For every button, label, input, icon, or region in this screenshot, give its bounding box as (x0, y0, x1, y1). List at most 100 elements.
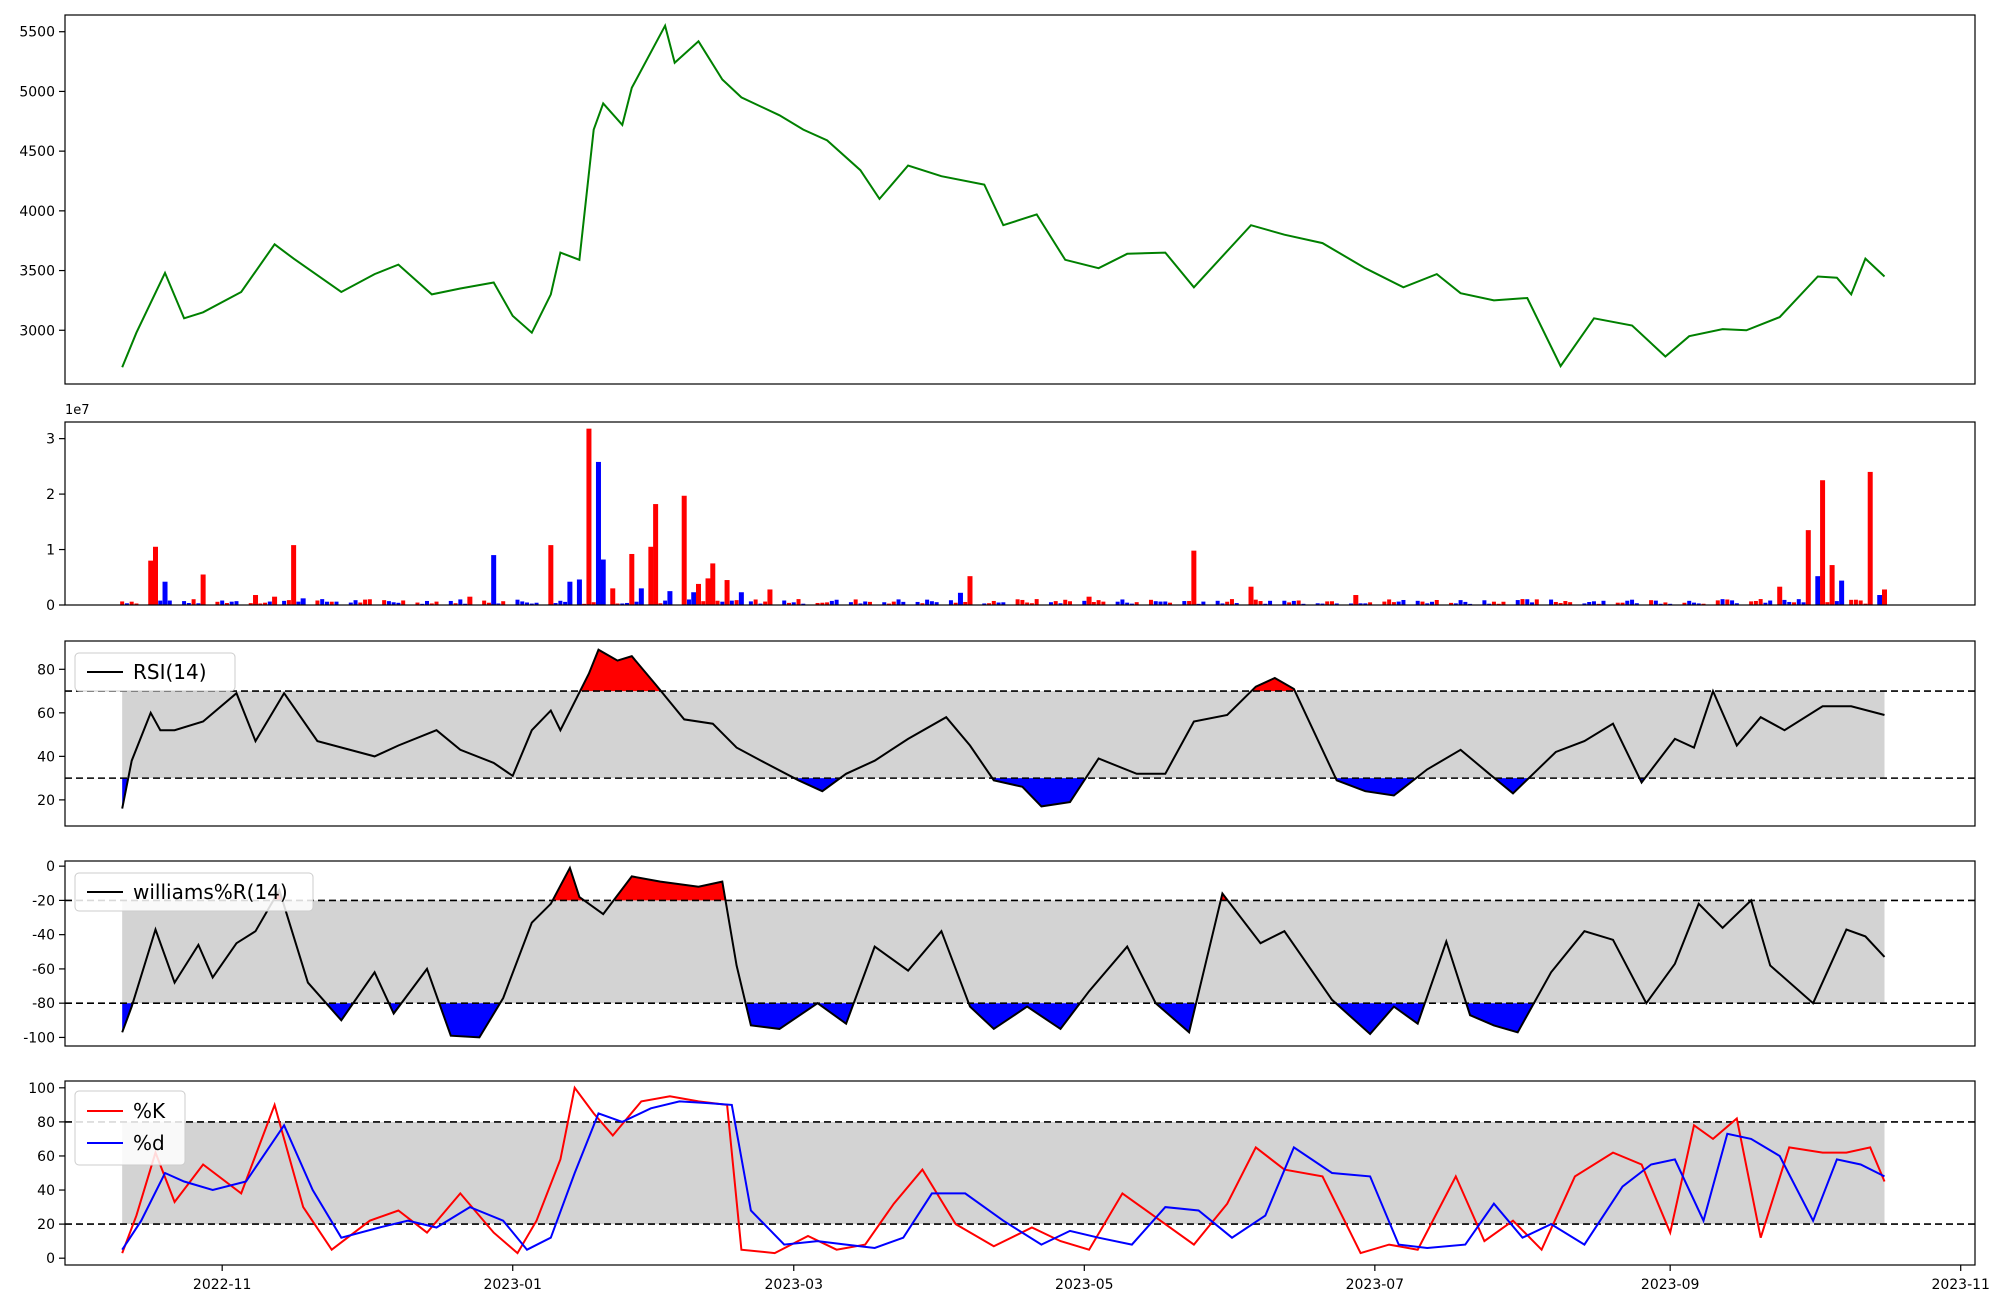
volume-bar-minor (1234, 603, 1239, 605)
volume-bar (567, 581, 573, 605)
price-y-tick-label: 3000 (19, 323, 55, 339)
volume-bar-minor (563, 601, 568, 605)
volume-bar-minor (1720, 599, 1725, 605)
volume-bar-minor (367, 599, 372, 605)
volume-bar-minor (1858, 600, 1863, 605)
volume-bar-minor (1387, 599, 1392, 605)
x-tick-label: 2023-03 (765, 1277, 824, 1293)
rsi-overbought-fill (580, 649, 661, 692)
volume-bar-minor (1382, 601, 1387, 605)
williams-band (122, 900, 1885, 1004)
volume-bars (120, 428, 1888, 605)
volume-bar (148, 560, 154, 605)
volume-bar-minor (1768, 600, 1773, 605)
stochastic-y-tick-label: 100 (28, 1081, 55, 1097)
volume-bar-minor (158, 600, 163, 605)
volume-bar-minor (1034, 599, 1039, 605)
volume-bar-minor (363, 599, 368, 605)
volume-bar-minor (858, 603, 863, 605)
volume-bar-minor (1363, 603, 1368, 605)
volume-bar-minor (1325, 601, 1330, 605)
volume-bar-minor (1258, 601, 1263, 605)
volume-bar-minor (182, 601, 187, 605)
volume-bar-minor (686, 599, 691, 605)
volume-bar-minor (520, 601, 525, 605)
volume-bar-minor (220, 600, 225, 605)
volume-bar-minor (1168, 602, 1173, 605)
volume-bar (1829, 565, 1835, 605)
rsi-legend-label: RSI(14) (133, 660, 207, 684)
volume-bar (595, 461, 601, 605)
williams-line (121, 865, 1886, 1039)
rsi-legend: RSI(14) (74, 652, 236, 692)
volume-bar-minor (1368, 602, 1373, 605)
volume-y-tick-label: 2 (46, 487, 55, 503)
rsi-y-tick-label: 60 (37, 706, 55, 722)
volume-bar-minor (1153, 601, 1158, 605)
volume-bar-minor (463, 603, 468, 605)
volume-bar-minor (929, 601, 934, 605)
volume-bar-minor (1315, 603, 1320, 605)
volume-bar-minor (1715, 600, 1720, 605)
volume-bar-minor (1487, 603, 1492, 605)
volume-bar-minor (1120, 599, 1125, 605)
volume-bar-minor (1625, 600, 1630, 605)
volume-bar (705, 578, 711, 605)
volume-bar-minor (658, 603, 663, 605)
stochastic-d-line (121, 1100, 1885, 1251)
volume-bar-minor (1053, 601, 1058, 605)
volume-bar-minor (1434, 599, 1439, 605)
volume-bar-minor (1063, 599, 1068, 605)
volume-bar (576, 579, 582, 605)
stochastic-legend: %K %d (74, 1090, 186, 1166)
stochastic-axes-frame (64, 1080, 1976, 1266)
volume-y-tick-label: 1 (46, 543, 55, 559)
volume-bar (1815, 576, 1821, 605)
volume-bar-minor (1358, 603, 1363, 605)
volume-bar-minor (1792, 602, 1797, 605)
volume-bar (1882, 589, 1888, 605)
volume-bar-minor (534, 602, 539, 605)
price-y-tick-label: 5500 (19, 25, 55, 41)
volume-bar-minor (1587, 601, 1592, 605)
volume-bar-minor (458, 599, 463, 605)
volume-bar-minor (315, 600, 320, 605)
volume-bar-minor (1082, 600, 1087, 605)
volume-bar-minor (324, 601, 329, 605)
volume-bar-minor (625, 602, 630, 605)
volume-bar-minor (1029, 603, 1034, 605)
volume-bar-minor (348, 602, 353, 605)
volume-bar (767, 589, 773, 605)
volume-bar-minor (334, 601, 339, 605)
volume-bar-minor (791, 602, 796, 605)
volume-bar-minor (1787, 601, 1792, 605)
volume-bar-minor (829, 600, 834, 605)
volume-bar-minor (1591, 601, 1596, 605)
williams-overbought-fill (613, 876, 726, 901)
stochastic-band (122, 1121, 1885, 1225)
volume-bar-minor (1753, 600, 1758, 605)
volume-bar-minor (453, 603, 458, 605)
x-tick-label: 2023-11 (1931, 1277, 1990, 1293)
rsi-legend-box (74, 652, 236, 692)
volume-bar (1191, 550, 1197, 605)
volume-bar-minor (891, 601, 896, 605)
volume-bar-minor (748, 601, 753, 605)
volume-bar-minor (801, 603, 806, 605)
volume-bar-minor (1563, 601, 1568, 605)
volume-bar-minor (1101, 601, 1106, 605)
volume-bar-minor (915, 601, 920, 605)
volume-bar-minor (1220, 603, 1225, 605)
volume-y-axis: 0 1 2 3 (46, 432, 65, 614)
volume-bar (648, 546, 654, 605)
volume-bar-minor (1482, 600, 1487, 605)
volume-bar-minor (758, 603, 763, 605)
volume-y-tick-label: 0 (46, 598, 55, 614)
volume-bar-minor (901, 601, 906, 605)
volume-bar-minor (1553, 601, 1558, 605)
rsi-band (122, 691, 1885, 779)
stochastic-y-axis: 0 20 40 60 80 100 (28, 1081, 65, 1267)
volume-bar-minor (391, 602, 396, 605)
rsi-y-axis: 20 40 60 80 (37, 662, 65, 809)
williams-oversold-fill (745, 1003, 818, 1029)
